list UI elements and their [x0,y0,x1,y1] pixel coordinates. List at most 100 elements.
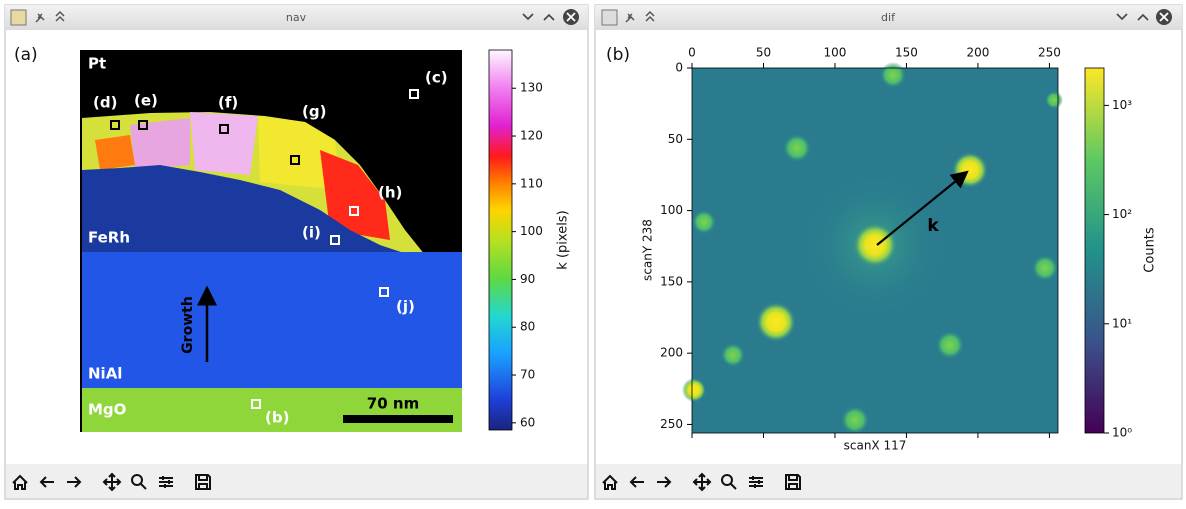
scale-bar [343,415,453,423]
grain [130,118,190,170]
zoom-icon [721,474,737,490]
pin-button[interactable] [35,13,45,23]
minimize-button[interactable] [1116,13,1128,21]
home-button[interactable] [9,471,31,493]
colorbar-tick-label: 100 [520,224,543,238]
colorbar [1084,67,1105,434]
y-tick-label: 250 [660,417,683,431]
point-marker [138,120,148,130]
point-marker [290,155,300,165]
grain [258,116,340,190]
x-tick-label: 150 [895,46,918,60]
keep-above-button[interactable] [55,10,65,22]
colorbar-tick-label: 10¹ [1112,316,1132,330]
colorbar-tick-label: 10³ [1112,98,1132,112]
y-tick-label: 50 [668,132,683,146]
panel-label: (a) [14,45,38,65]
point-label: (f) [218,94,238,112]
colorbar-tick-label: 90 [520,272,535,286]
pan-icon [102,472,122,492]
x-tick-label: 100 [824,46,847,60]
app-icon [10,9,27,26]
point-marker [349,206,359,216]
grain [190,112,258,175]
layer-label: FeRh [88,229,130,247]
back-icon [39,476,54,488]
window-title: dif [881,11,896,24]
colorbar-tick-label: 130 [520,81,543,95]
grain [320,150,390,240]
layer-label: NiAl [88,365,122,383]
home-icon [12,474,28,490]
mgo-layer [82,388,462,432]
point-marker [330,235,340,245]
y-tick-label: 0 [675,61,683,75]
diffraction-spot [1045,91,1063,109]
x-tick-label: 0 [688,46,696,60]
point-label: (i) [302,224,321,242]
close-icon [1159,12,1169,22]
minimize-button[interactable] [522,13,534,21]
close-icon [566,12,576,22]
nial-layer [82,252,462,388]
colorbar-label: k (pixels) [556,210,571,269]
diffraction-spot [936,331,964,359]
forward-icon [67,476,82,488]
point-label: (h) [378,184,402,202]
point-label: (c) [425,69,448,87]
nav-image: Pt FeRh NiAl MgO (b) (c) (d) (e) (f) (g)… [80,50,462,432]
colorbar-label: Counts [1143,227,1158,273]
y-axis-label: scanY 238 [641,219,655,281]
point-marker [110,120,120,130]
k-label: k [927,216,939,236]
title-bar [5,5,588,30]
layer-label: MgO [88,401,126,419]
y-tick-label: 150 [660,274,683,288]
x-tick-label: 250 [1038,46,1061,60]
save-icon [785,474,801,490]
point-label: (g) [302,103,326,121]
keep-above-button[interactable] [645,10,655,22]
point-marker [251,399,261,409]
diffraction-spot [692,210,716,234]
home-button[interactable] [599,471,621,493]
app-icon [601,9,618,26]
colorbar-tick-label: 120 [520,129,543,143]
colorbar [488,49,513,431]
diffraction-spot [853,223,897,267]
colorbar-tick-label: 10⁰ [1112,426,1132,440]
scale-bar-label: 70 nm [367,395,419,413]
config-icon [159,476,173,488]
maximize-button[interactable] [1137,13,1149,21]
point-label: (b) [265,409,289,427]
config-icon [749,476,763,488]
diffraction-spot [721,343,745,367]
panel-label: (b) [606,45,630,65]
diffraction-spot [756,302,796,342]
diffraction-spot [1032,255,1058,281]
toolbar [6,464,587,498]
zoom-button[interactable] [128,471,150,493]
layer-label: Pt [88,55,106,73]
colorbar-tick-label: 70 [520,368,535,382]
point-marker [409,89,419,99]
diffraction-spot [783,134,811,162]
growth-label: Growth [180,296,196,354]
axes-frame [691,67,1059,434]
y-tick-label: 200 [660,346,683,360]
pin-button[interactable] [625,13,635,23]
forward-icon [657,476,672,488]
point-marker [219,124,229,134]
zoom-button[interactable] [718,471,740,493]
diffraction-spot [952,152,988,188]
dif-window: dif (b) k scanX 117 scanY 238 Counts [594,4,1183,500]
dif-image: k [682,62,1063,434]
maximize-button[interactable] [543,13,555,21]
title-bar [595,5,1182,30]
diffraction-spot [880,62,906,88]
diffraction-spot [841,406,869,434]
diffraction-spot [682,378,706,402]
save-icon [195,474,211,490]
x-axis-label: scanX 117 [844,439,907,453]
pan-icon [692,472,712,492]
